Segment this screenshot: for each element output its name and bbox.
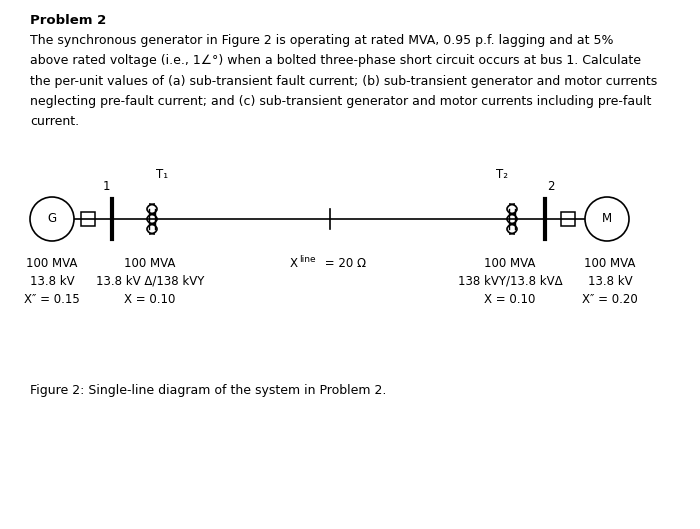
Text: X = 0.10: X = 0.10: [125, 293, 176, 306]
Text: T₂: T₂: [496, 168, 508, 181]
Text: G: G: [48, 213, 57, 225]
Text: 13.8 kV Δ/138 kVY: 13.8 kV Δ/138 kVY: [96, 275, 204, 288]
Text: The synchronous generator in Figure 2 is operating at rated MVA, 0.95 p.f. laggi: The synchronous generator in Figure 2 is…: [30, 34, 614, 48]
Text: current.: current.: [30, 115, 79, 128]
Text: 13.8 kV: 13.8 kV: [588, 275, 632, 288]
Text: X: X: [290, 257, 298, 270]
Text: Problem 2: Problem 2: [30, 14, 106, 27]
Bar: [81, 212, 95, 226]
Text: 100 MVA: 100 MVA: [27, 257, 78, 270]
Text: = 20 Ω: = 20 Ω: [321, 257, 366, 270]
Text: 100 MVA: 100 MVA: [125, 257, 176, 270]
Text: 100 MVA: 100 MVA: [584, 257, 636, 270]
Text: T₁: T₁: [156, 168, 168, 181]
Text: 2: 2: [547, 180, 554, 193]
Text: the per-unit values of (a) sub-transient fault current; (b) sub-transient genera: the per-unit values of (a) sub-transient…: [30, 75, 657, 88]
Text: M: M: [602, 213, 612, 225]
Text: 100 MVA: 100 MVA: [484, 257, 536, 270]
Text: 13.8 kV: 13.8 kV: [29, 275, 74, 288]
Text: X = 0.10: X = 0.10: [484, 293, 536, 306]
Text: 138 kVY/13.8 kVΔ: 138 kVY/13.8 kVΔ: [458, 275, 562, 288]
Bar: [561, 212, 575, 226]
Text: above rated voltage (i.e., 1∠°) when a bolted three-phase short circuit occurs a: above rated voltage (i.e., 1∠°) when a b…: [30, 54, 641, 68]
Text: X″ = 0.15: X″ = 0.15: [24, 293, 80, 306]
Text: neglecting pre-fault current; and (c) sub-transient generator and motor currents: neglecting pre-fault current; and (c) su…: [30, 95, 652, 108]
Text: 1: 1: [102, 180, 110, 193]
Text: line: line: [299, 255, 316, 264]
Text: X″ = 0.20: X″ = 0.20: [582, 293, 638, 306]
Text: Figure 2: Single-line diagram of the system in Problem 2.: Figure 2: Single-line diagram of the sys…: [30, 384, 386, 397]
